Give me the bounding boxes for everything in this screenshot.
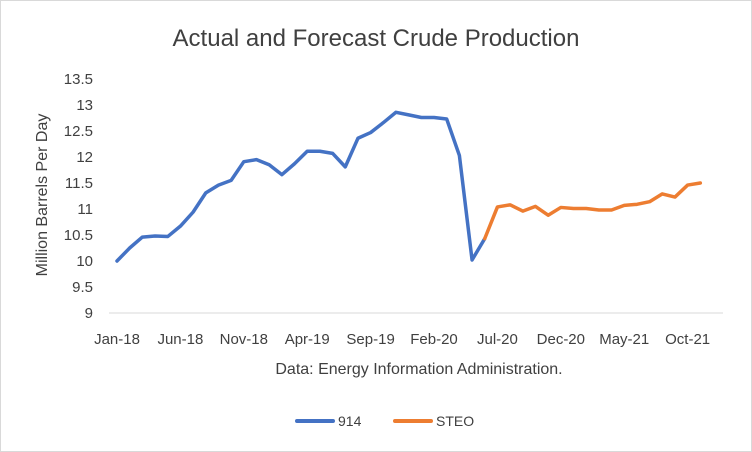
legend-label: 914 bbox=[338, 413, 362, 429]
x-tick-label: Nov-18 bbox=[220, 331, 268, 348]
y-tick-label: 12 bbox=[76, 149, 93, 166]
y-tick-label: 9.5 bbox=[72, 279, 93, 296]
series-lines bbox=[115, 110, 703, 263]
y-tick-label: 12.5 bbox=[64, 123, 93, 140]
x-tick-label: Dec-20 bbox=[537, 331, 585, 348]
x-tick-label: Sep-19 bbox=[346, 331, 394, 348]
y-tick-labels: 9 9.5 10 10.5 11 11.5 12 12.5 13 13.5 bbox=[64, 71, 93, 322]
series-line-914 bbox=[115, 110, 487, 263]
x-tick-label: Feb-20 bbox=[410, 331, 458, 348]
x-tick-label: May-21 bbox=[599, 331, 649, 348]
y-tick-label: 9 bbox=[85, 305, 93, 322]
y-tick-label: 10 bbox=[76, 253, 93, 270]
y-tick-label: 13 bbox=[76, 97, 93, 114]
x-tick-labels: Jan-18 Jun-18 Nov-18 Apr-19 Sep-19 Feb-20 Jul-… bbox=[94, 331, 710, 348]
y-tick-label: 13.5 bbox=[64, 71, 93, 88]
x-tick-label: Jan-18 bbox=[94, 331, 140, 348]
x-axis-label: Data: Energy Information Administration. bbox=[275, 361, 562, 378]
x-tick-label: Oct-21 bbox=[665, 331, 710, 348]
y-tick-label: 11 bbox=[77, 201, 93, 218]
legend: 914 STEO bbox=[295, 413, 474, 429]
x-tick-label: Jul-20 bbox=[477, 331, 518, 348]
x-tick-label: Jun-18 bbox=[157, 331, 203, 348]
y-tick-label: 10.5 bbox=[64, 227, 93, 244]
legend-label: STEO bbox=[436, 413, 474, 429]
y-axis-label: Million Barrels Per Day bbox=[34, 114, 51, 277]
chart-title: Actual and Forecast Crude Production bbox=[173, 25, 580, 52]
series-line-steo bbox=[482, 181, 703, 241]
x-tick-label: Apr-19 bbox=[285, 331, 330, 348]
y-tick-label: 11.5 bbox=[65, 175, 93, 192]
